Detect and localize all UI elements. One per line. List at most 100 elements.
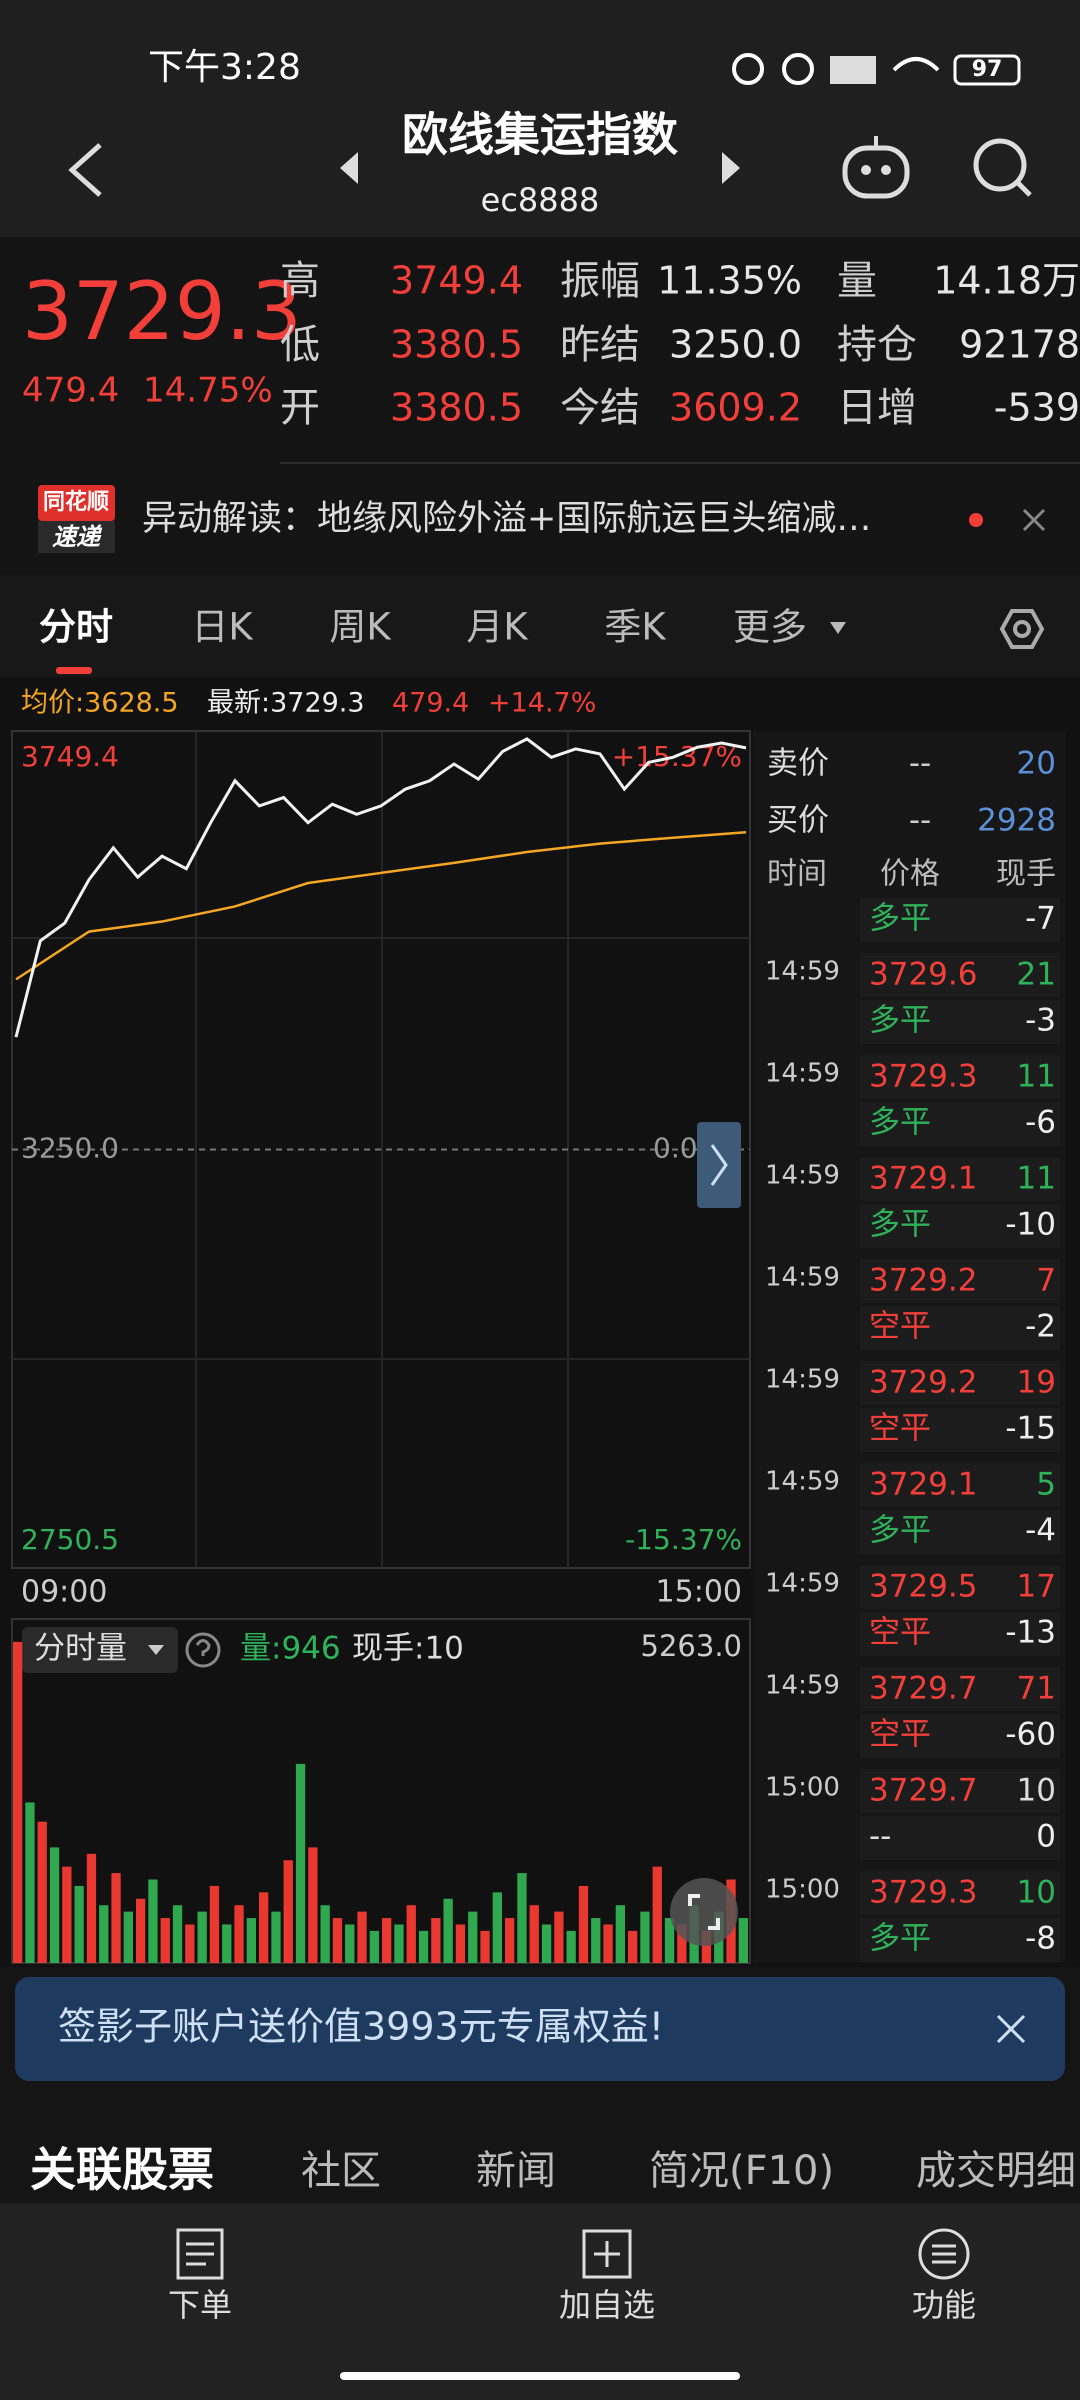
avg-price: 均价:3628.5 — [21, 688, 179, 719]
volume-bar — [492, 1892, 502, 1963]
volume-bar — [505, 1918, 515, 1963]
news-source: 速递 — [52, 523, 103, 551]
nav-bg — [0, 2203, 1080, 2400]
trade-cell — [860, 1055, 1060, 1099]
trade-change: -10 — [1005, 1207, 1056, 1243]
promo-banner[interactable] — [15, 1977, 1065, 2081]
tab-indicator — [56, 667, 92, 674]
trade-cell — [860, 1918, 1060, 1962]
trade-price: 3729.6 — [869, 957, 977, 993]
stat-value: 3380.5 — [390, 323, 523, 367]
robot-icon[interactable] — [842, 136, 910, 199]
trade-time: 14:59 — [765, 1467, 840, 1497]
trade-change: -7 — [1025, 901, 1056, 937]
fullscreen-icon — [688, 1894, 720, 1930]
stat-value: 14.18万 — [933, 259, 1080, 303]
nav-label[interactable]: 功能 — [912, 2286, 976, 2324]
volume-bar — [603, 1924, 613, 1963]
trade-hand: 10 — [1017, 1773, 1056, 1809]
trade-type: 多平 — [869, 1207, 931, 1243]
trade-price: 3729.7 — [869, 1773, 977, 1809]
stat-label: 开 — [280, 385, 320, 431]
back-button[interactable] — [68, 143, 102, 197]
trade-change: -13 — [1005, 1615, 1056, 1651]
volume-bar — [74, 1885, 84, 1963]
nav-label[interactable]: 下单 — [168, 2286, 232, 2324]
last-price: 3729.3 — [22, 265, 302, 358]
period-tab[interactable]: 日K — [191, 606, 254, 649]
period-tab[interactable]: 分时 — [39, 606, 113, 649]
trade-type: 空平 — [869, 1309, 931, 1345]
next-button[interactable] — [722, 152, 740, 184]
search-icon[interactable] — [973, 138, 1032, 197]
trade-price: 3729.2 — [869, 1263, 977, 1299]
volume-bar — [554, 1911, 564, 1963]
price-line — [14, 737, 747, 1038]
stat-value: 92178 — [959, 323, 1080, 367]
trade-cell — [860, 1204, 1060, 1248]
volume-bar — [99, 1905, 109, 1963]
collapse-tab[interactable] — [697, 1122, 741, 1208]
trade-hand: 21 — [1017, 957, 1056, 993]
trade-cell — [860, 1306, 1060, 1350]
volume-bar — [62, 1866, 72, 1963]
trade-type: 空平 — [869, 1717, 931, 1753]
trade-type: 多平 — [869, 1105, 931, 1141]
news-icon — [38, 485, 115, 521]
section-tab[interactable]: 社区 — [301, 2148, 381, 2194]
volume-label: 分时量 — [34, 1631, 127, 1667]
volume-bar — [357, 1911, 367, 1963]
volume-bar — [160, 1918, 170, 1963]
fullscreen-button[interactable] — [670, 1878, 738, 1946]
trade-change: -15 — [1005, 1411, 1056, 1447]
trade-type: 多平 — [869, 1003, 931, 1039]
prev-button[interactable] — [340, 152, 358, 184]
news-text: 异动解读：地缘风险外溢+国际航运巨头缩减… — [142, 499, 871, 539]
quote-qty: 2928 — [977, 803, 1056, 839]
help-icon[interactable] — [185, 1632, 221, 1668]
trade-time: 15:00 — [765, 1773, 840, 1803]
trade-cell — [860, 1714, 1060, 1758]
period-tab[interactable]: 月K — [466, 606, 529, 649]
volume-bar — [628, 1930, 638, 1963]
nav-label[interactable]: 加自选 — [559, 2286, 655, 2324]
trade-cell — [860, 1667, 1060, 1711]
stat-value: 3609.2 — [669, 386, 802, 430]
volume-bar — [480, 1930, 490, 1963]
trade-price: 3729.2 — [869, 1365, 977, 1401]
period-tab[interactable]: 更多 — [733, 606, 807, 649]
x-tick-label: 09:00 — [21, 1575, 107, 1610]
promo-close[interactable] — [996, 2014, 1026, 2044]
settings-icon[interactable] — [999, 609, 1045, 649]
trade-price: 3729.5 — [869, 1569, 977, 1605]
volume-bar — [123, 1911, 133, 1963]
volume-bar — [652, 1866, 662, 1963]
trade-price: 3729.1 — [869, 1161, 977, 1197]
trade-change: -6 — [1025, 1105, 1056, 1141]
close-news[interactable] — [1022, 508, 1046, 532]
volume-bar — [738, 1918, 748, 1963]
volume-bar — [86, 1853, 97, 1963]
volume-bar — [541, 1924, 552, 1963]
top-bar-bg — [0, 0, 1080, 237]
section-tab[interactable]: 关联股票 — [30, 2143, 214, 2197]
volume-bar — [578, 1885, 589, 1963]
volume-dropdown[interactable] — [22, 1627, 178, 1673]
stat-label: 量 — [837, 258, 877, 304]
volume-hand: 现手:10 — [352, 1631, 464, 1667]
trade-type: 多平 — [869, 1921, 931, 1957]
period-tab[interactable]: 季K — [604, 606, 667, 649]
stat-label: 振幅 — [560, 258, 640, 304]
period-tab[interactable]: 周K — [329, 606, 392, 649]
trade-time: 14:59 — [765, 1059, 840, 1089]
trade-cell — [860, 1259, 1060, 1303]
trade-type: 多平 — [869, 1513, 931, 1549]
trade-type: 空平 — [869, 1615, 931, 1651]
volume-bar — [640, 1911, 650, 1963]
volume-bar — [418, 1930, 429, 1963]
home-indicator — [340, 2372, 740, 2380]
section-tab[interactable]: 简况(F10) — [649, 2148, 834, 2194]
section-tab[interactable]: 成交明细 — [916, 2148, 1076, 2194]
section-tab[interactable]: 新闻 — [476, 2148, 556, 2194]
